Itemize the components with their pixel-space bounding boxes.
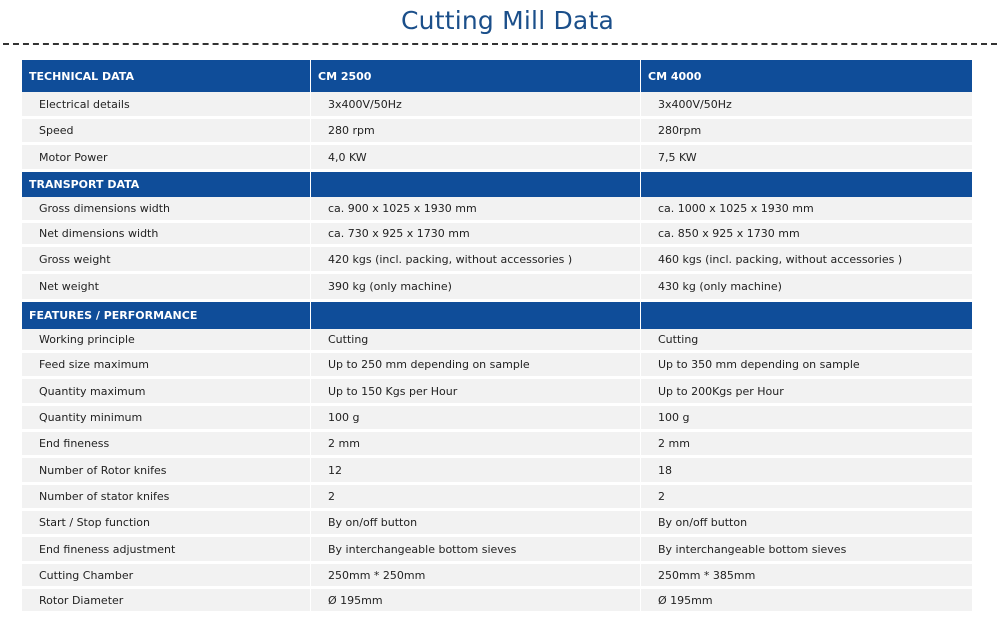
- cm4000-value: Cutting: [641, 329, 972, 353]
- cm4000-value: 250mm * 385mm: [641, 564, 972, 589]
- cm2500-value: 2 mm: [311, 432, 641, 458]
- section-title: TECHNICAL DATA: [22, 60, 311, 92]
- section-header-transport: TRANSPORT DATA: [22, 172, 972, 197]
- model-column-header: CM 4000: [641, 60, 972, 92]
- table-row: Gross weight 420 kgs (incl. packing, wit…: [22, 247, 972, 274]
- table-row: Number of Rotor knifes 12 18: [22, 458, 972, 485]
- table-row: Working principle Cutting Cutting: [22, 329, 972, 353]
- cm2500-value: By on/off button: [311, 511, 641, 537]
- spec-label: End fineness adjustment: [22, 537, 311, 564]
- cm4000-value: Ø 195mm: [641, 589, 972, 614]
- cm2500-value: 390 kg (only machine): [311, 274, 641, 302]
- spec-label: Cutting Chamber: [22, 564, 311, 589]
- table-row: Feed size maximum Up to 250 mm depending…: [22, 353, 972, 379]
- cm2500-value: 100 g: [311, 406, 641, 432]
- section-header-empty: [311, 302, 641, 329]
- cm2500-value: ca. 730 x 925 x 1730 mm: [311, 223, 641, 247]
- spec-label: Quantity maximum: [22, 379, 311, 406]
- table-row: Motor Power 4,0 KW 7,5 KW: [22, 145, 972, 172]
- spec-label: Speed: [22, 119, 311, 145]
- cm2500-value: By interchangeable bottom sieves: [311, 537, 641, 564]
- table-row: End fineness adjustment By interchangeab…: [22, 537, 972, 564]
- spec-label: Gross weight: [22, 247, 311, 274]
- cm4000-value: By on/off button: [641, 511, 972, 537]
- cm2500-value: 4,0 KW: [311, 145, 641, 172]
- cm4000-value: 280rpm: [641, 119, 972, 145]
- table-row: Quantity minimum 100 g 100 g: [22, 406, 972, 432]
- cm2500-value: 250mm * 250mm: [311, 564, 641, 589]
- table-row: Speed 280 rpm 280rpm: [22, 119, 972, 145]
- cm4000-value: 7,5 KW: [641, 145, 972, 172]
- section-title: TRANSPORT DATA: [22, 172, 311, 197]
- section-title: FEATURES / PERFORMANCE: [22, 302, 311, 329]
- cm4000-value: ca. 850 x 925 x 1730 mm: [641, 223, 972, 247]
- cm2500-value: 2: [311, 485, 641, 511]
- section-header-technical: TECHNICAL DATA CM 2500 CM 4000: [22, 60, 972, 92]
- cm2500-value: Ø 195mm: [311, 589, 641, 614]
- table-row: Electrical details 3x400V/50Hz 3x400V/50…: [22, 92, 972, 119]
- spec-label: Rotor Diameter: [22, 589, 311, 614]
- table-row: Gross dimensions width ca. 900 x 1025 x …: [22, 197, 972, 223]
- section-header-features: FEATURES / PERFORMANCE: [22, 302, 972, 329]
- dashed-divider: [3, 43, 997, 45]
- spec-label: End fineness: [22, 432, 311, 458]
- cm4000-value: 2: [641, 485, 972, 511]
- cm2500-value: 3x400V/50Hz: [311, 92, 641, 119]
- spec-label: Number of Rotor knifes: [22, 458, 311, 485]
- cm4000-value: 100 g: [641, 406, 972, 432]
- page-title: Cutting Mill Data: [401, 6, 614, 35]
- spec-label: Gross dimensions width: [22, 197, 311, 223]
- table-row: End fineness 2 mm 2 mm: [22, 432, 972, 458]
- cm4000-value: Up to 350 mm depending on sample: [641, 353, 972, 379]
- table-row: Net dimensions width ca. 730 x 925 x 173…: [22, 223, 972, 247]
- table-row: Start / Stop function By on/off button B…: [22, 511, 972, 537]
- cm4000-value: 460 kgs (incl. packing, without accessor…: [641, 247, 972, 274]
- cm2500-value: 280 rpm: [311, 119, 641, 145]
- spec-label: Quantity minimum: [22, 406, 311, 432]
- table-row: Number of stator knifes 2 2: [22, 485, 972, 511]
- cm2500-value: 420 kgs (incl. packing, without accessor…: [311, 247, 641, 274]
- cm4000-value: Up to 200Kgs per Hour: [641, 379, 972, 406]
- section-header-empty: [311, 172, 641, 197]
- cm4000-value: ca. 1000 x 1025 x 1930 mm: [641, 197, 972, 223]
- cm2500-value: ca. 900 x 1025 x 1930 mm: [311, 197, 641, 223]
- spec-label: Number of stator knifes: [22, 485, 311, 511]
- cm4000-value: 18: [641, 458, 972, 485]
- table-row: Rotor Diameter Ø 195mm Ø 195mm: [22, 589, 972, 614]
- spec-label: Motor Power: [22, 145, 311, 172]
- spec-label: Net weight: [22, 274, 311, 302]
- table-row: Cutting Chamber 250mm * 250mm 250mm * 38…: [22, 564, 972, 589]
- spec-label: Feed size maximum: [22, 353, 311, 379]
- cm4000-value: 2 mm: [641, 432, 972, 458]
- model-column-header: CM 2500: [311, 60, 641, 92]
- spec-label: Start / Stop function: [22, 511, 311, 537]
- table-row: Net weight 390 kg (only machine) 430 kg …: [22, 274, 972, 302]
- spec-label: Electrical details: [22, 92, 311, 119]
- spec-table: TECHNICAL DATA CM 2500 CM 4000 Electrica…: [22, 60, 972, 614]
- cm2500-value: Up to 250 mm depending on sample: [311, 353, 641, 379]
- cm2500-value: 12: [311, 458, 641, 485]
- table-row: Quantity maximum Up to 150 Kgs per Hour …: [22, 379, 972, 406]
- cm2500-value: Cutting: [311, 329, 641, 353]
- cm4000-value: 3x400V/50Hz: [641, 92, 972, 119]
- section-header-empty: [641, 172, 972, 197]
- cm4000-value: 430 kg (only machine): [641, 274, 972, 302]
- spec-label: Net dimensions width: [22, 223, 311, 247]
- spec-label: Working principle: [22, 329, 311, 353]
- cm2500-value: Up to 150 Kgs per Hour: [311, 379, 641, 406]
- section-header-empty: [641, 302, 972, 329]
- cm4000-value: By interchangeable bottom sieves: [641, 537, 972, 564]
